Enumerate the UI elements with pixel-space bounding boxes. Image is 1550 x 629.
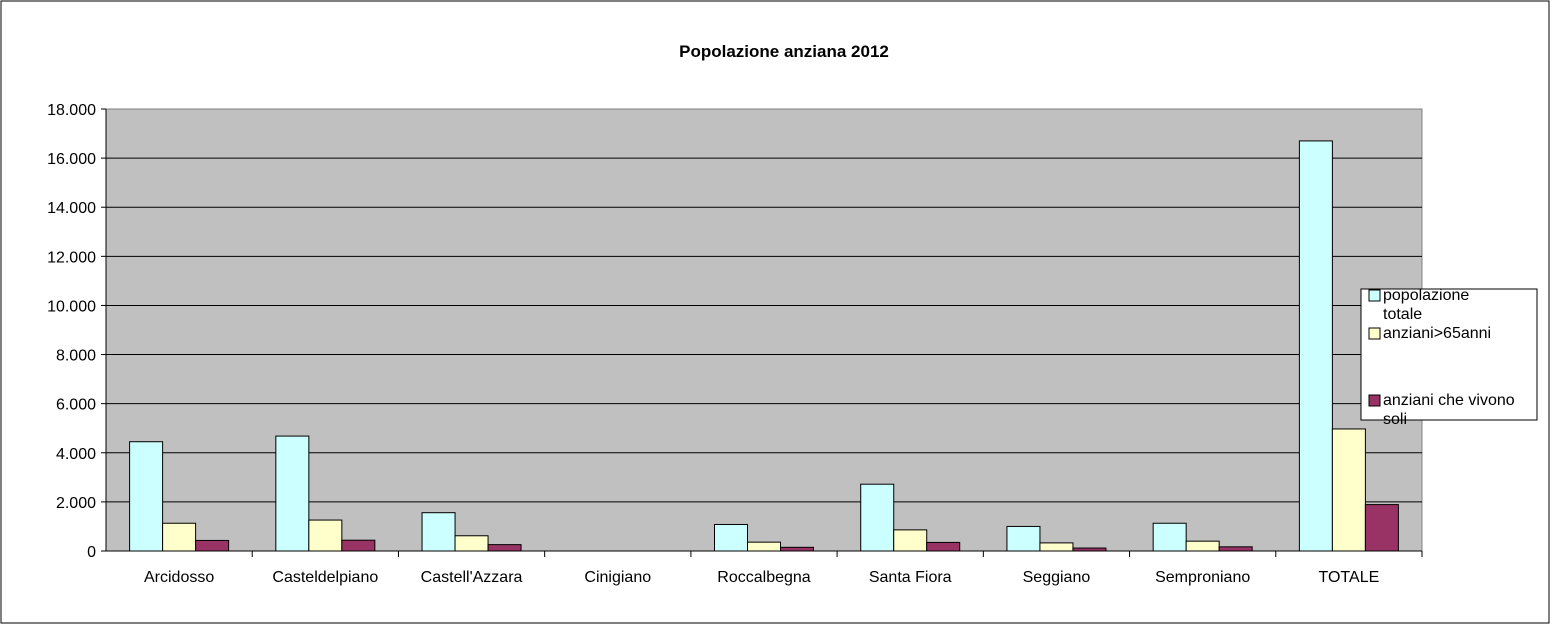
bar — [275, 435, 310, 552]
legend-label: anziani che vivono soli — [1383, 392, 1515, 428]
bar — [308, 519, 343, 552]
legend-swatch — [1368, 394, 1381, 407]
y-tick-label: 14.000 — [47, 200, 96, 217]
y-tick-label: 16.000 — [47, 151, 96, 168]
x-tick-label: Castell'Azzara — [421, 569, 523, 586]
y-tick-label: 8.000 — [56, 348, 96, 365]
bar — [421, 512, 456, 552]
bar — [195, 539, 230, 552]
chart-title: Popolazione anziana 2012 — [679, 42, 889, 61]
bar — [860, 483, 895, 552]
legend-label: popolazione totale — [1383, 287, 1469, 323]
x-tick-label: Roccalbegna — [717, 569, 811, 586]
y-tick-label: 0 — [87, 544, 96, 561]
bar — [1331, 428, 1366, 552]
legend-swatch — [1368, 327, 1381, 340]
legend-label: anziani>65anni — [1383, 325, 1491, 342]
bar — [1364, 504, 1399, 552]
y-tick-label: 12.000 — [47, 249, 96, 266]
bar — [1298, 140, 1333, 552]
bar — [747, 541, 781, 552]
bar — [1006, 525, 1041, 552]
x-tick-label: Cinigiano — [584, 569, 651, 586]
x-tick-label: Semproniano — [1155, 569, 1250, 586]
x-tick-label: Seggiano — [1023, 569, 1091, 586]
bar — [487, 544, 522, 552]
y-tick-label: 2.000 — [56, 495, 96, 512]
x-tick-label: TOTALE — [1319, 569, 1380, 586]
plot-area — [105, 108, 1423, 552]
y-tick-label: 10.000 — [47, 298, 96, 315]
y-tick-label: 18.000 — [47, 102, 96, 119]
x-tick-label: Santa Fiora — [869, 569, 952, 586]
bar — [1039, 542, 1074, 552]
legend-box — [1360, 288, 1538, 421]
bar — [1218, 546, 1253, 552]
bar — [780, 546, 814, 552]
bar — [454, 535, 489, 552]
x-tick-label: Arcidosso — [144, 569, 214, 586]
bar — [714, 523, 748, 552]
bar — [1152, 522, 1187, 552]
bar — [893, 529, 928, 552]
bar — [162, 522, 197, 552]
bar — [341, 539, 376, 552]
bar — [1072, 547, 1107, 552]
legend-swatch — [1368, 289, 1381, 302]
bar — [926, 541, 961, 552]
x-tick-label: Casteldelpiano — [272, 569, 378, 586]
bar — [129, 441, 164, 552]
bar — [1185, 540, 1220, 552]
y-tick-label: 6.000 — [56, 397, 96, 414]
y-tick-label: 4.000 — [56, 446, 96, 463]
